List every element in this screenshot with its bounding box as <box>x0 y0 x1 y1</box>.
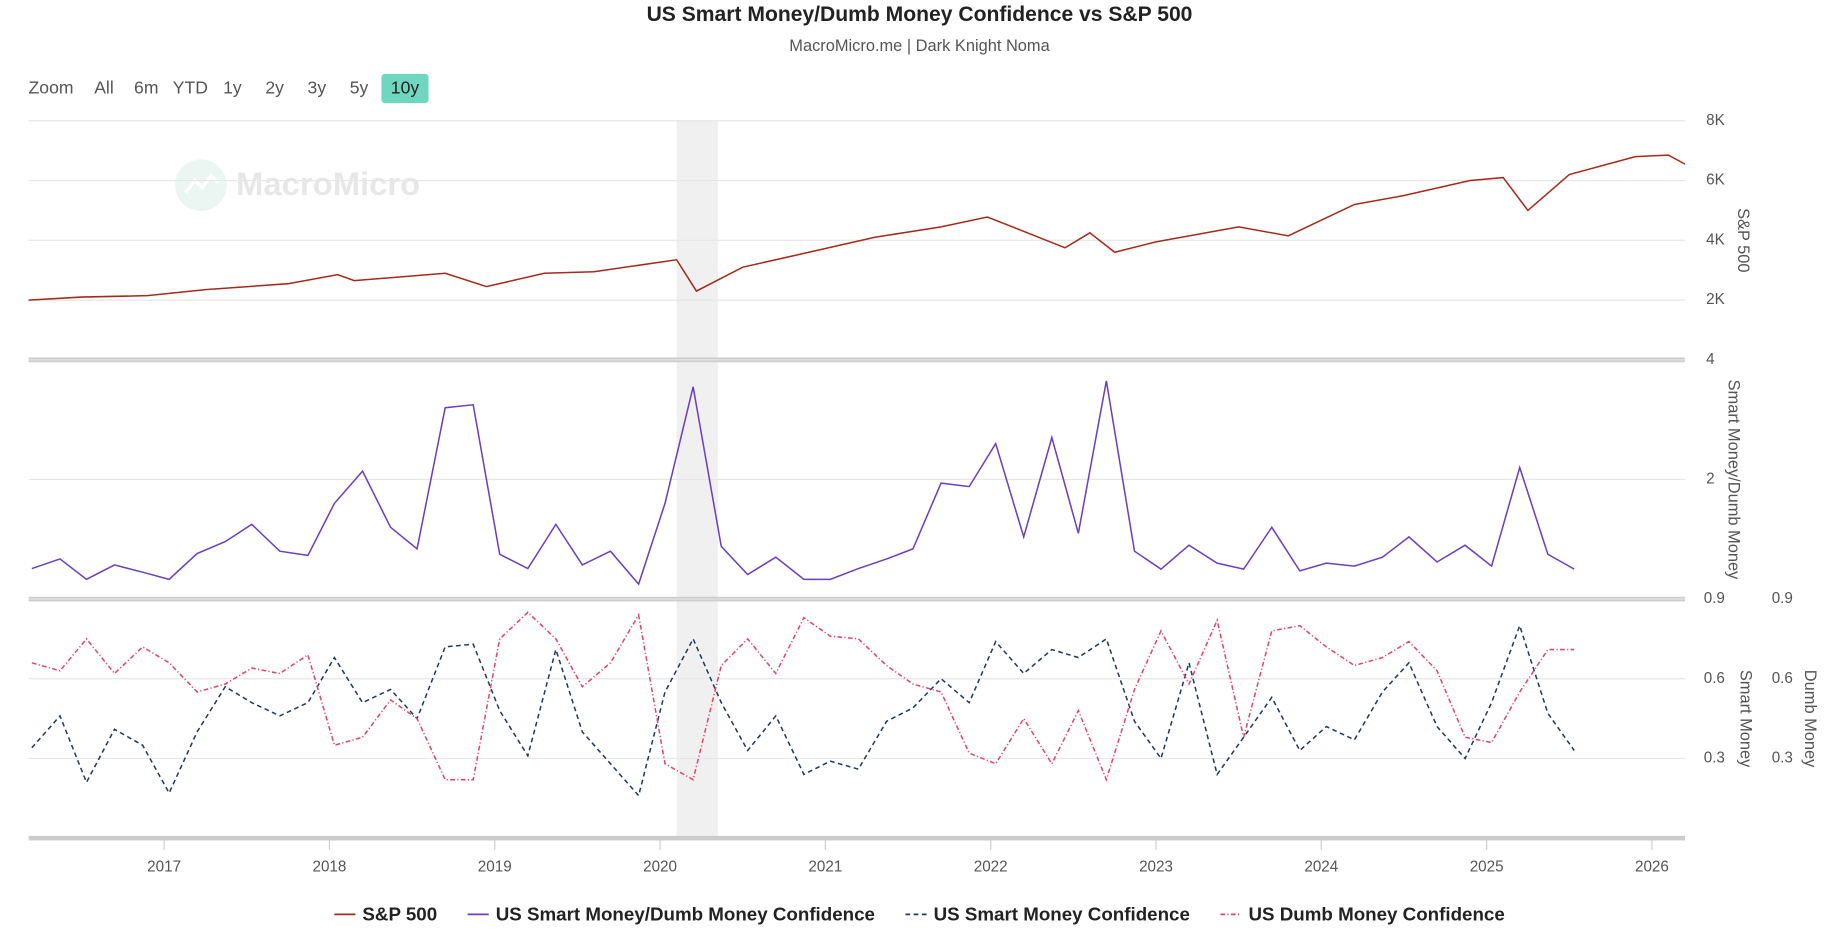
y-tick-label: 0.6 <box>1704 670 1725 687</box>
watermark-icon-line <box>184 173 220 194</box>
range-button-label[interactable]: YTD <box>173 78 208 98</box>
range-button[interactable]: 6m <box>134 78 158 98</box>
y-tick-label: 0.3 <box>1704 749 1725 766</box>
range-button[interactable]: 2y <box>265 78 284 98</box>
legend-label[interactable]: S&P 500 <box>362 904 437 925</box>
range-label: Zoom <box>29 78 74 98</box>
range-button[interactable]: YTD <box>173 78 208 98</box>
chart-title: US Smart Money/Dumb Money Confidence vs … <box>647 3 1193 26</box>
range-button[interactable]: 1y <box>223 78 242 98</box>
range-button[interactable]: 3y <box>308 78 327 98</box>
series-line <box>31 380 1575 586</box>
legend-label[interactable]: US Smart Money/Dumb Money Confidence <box>496 904 875 925</box>
series-line <box>31 623 1575 798</box>
legend-label[interactable]: US Smart Money Confidence <box>934 904 1190 925</box>
range-button[interactable]: All <box>94 78 114 98</box>
watermark: MacroMicro <box>175 159 420 212</box>
y-tick-label: 0.9 <box>1704 590 1725 607</box>
x-tick-label: 2018 <box>313 859 347 876</box>
y-axis-title: S&P 500 <box>1734 208 1752 272</box>
legend-item[interactable]: US Smart Money/Dumb Money Confidence <box>467 904 875 925</box>
x-tick-label: 2020 <box>643 859 677 876</box>
range-button-label[interactable]: 3y <box>308 78 327 98</box>
y2-axis-title: Dumb Money <box>1801 670 1819 768</box>
legend-label[interactable]: US Dumb Money Confidence <box>1249 904 1505 925</box>
range-button-label[interactable]: 1y <box>223 78 242 98</box>
range-button-label[interactable]: 10y <box>391 78 420 98</box>
y-tick-label: 4 <box>1706 351 1715 368</box>
y2-tick-label: 0.6 <box>1772 670 1793 687</box>
range-button-label[interactable]: All <box>94 78 114 98</box>
range-button-label[interactable]: 5y <box>350 78 369 98</box>
range-button[interactable]: 10y <box>381 73 429 104</box>
range-button[interactable]: 5y <box>350 78 369 98</box>
legend-item[interactable]: US Dumb Money Confidence <box>1220 904 1505 925</box>
y-axis-title: Smart Money/Dumb Money <box>1725 380 1743 580</box>
chart-subtitle: MacroMicro.me | Dark Knight Noma <box>789 37 1050 55</box>
x-tick-label: 2019 <box>478 859 512 876</box>
y-tick-label: 2 <box>1706 470 1714 487</box>
y-axis-title: Smart Money <box>1736 670 1754 768</box>
legend-item[interactable]: US Smart Money Confidence <box>905 904 1190 925</box>
range-button-label[interactable]: 2y <box>265 78 284 98</box>
x-tick-label: 2022 <box>974 859 1008 876</box>
x-tick-label: 2024 <box>1304 859 1338 876</box>
legend-item[interactable]: S&P 500 <box>334 904 437 925</box>
y-tick-label: 8K <box>1706 112 1725 129</box>
series-line <box>31 611 1575 782</box>
x-tick-label: 2025 <box>1470 859 1504 876</box>
y-tick-label: 6K <box>1706 172 1725 189</box>
x-tick-label: 2017 <box>147 859 181 876</box>
x-tick-label: 2026 <box>1635 859 1669 876</box>
range-button-label[interactable]: 6m <box>134 78 158 98</box>
x-tick-label: 2023 <box>1139 859 1173 876</box>
y2-tick-label: 0.3 <box>1772 749 1793 766</box>
watermark-text: MacroMicro <box>236 165 420 202</box>
y-tick-label: 2K <box>1706 291 1725 308</box>
x-tick-label: 2021 <box>808 859 842 876</box>
range-button-selected[interactable] <box>381 73 429 104</box>
y2-tick-label: 0.9 <box>1772 590 1793 607</box>
series-line <box>28 154 1686 301</box>
legend: S&P 500 US Smart Money/Dumb Money Confide… <box>334 904 1505 925</box>
y-tick-label: 4K <box>1706 231 1725 248</box>
